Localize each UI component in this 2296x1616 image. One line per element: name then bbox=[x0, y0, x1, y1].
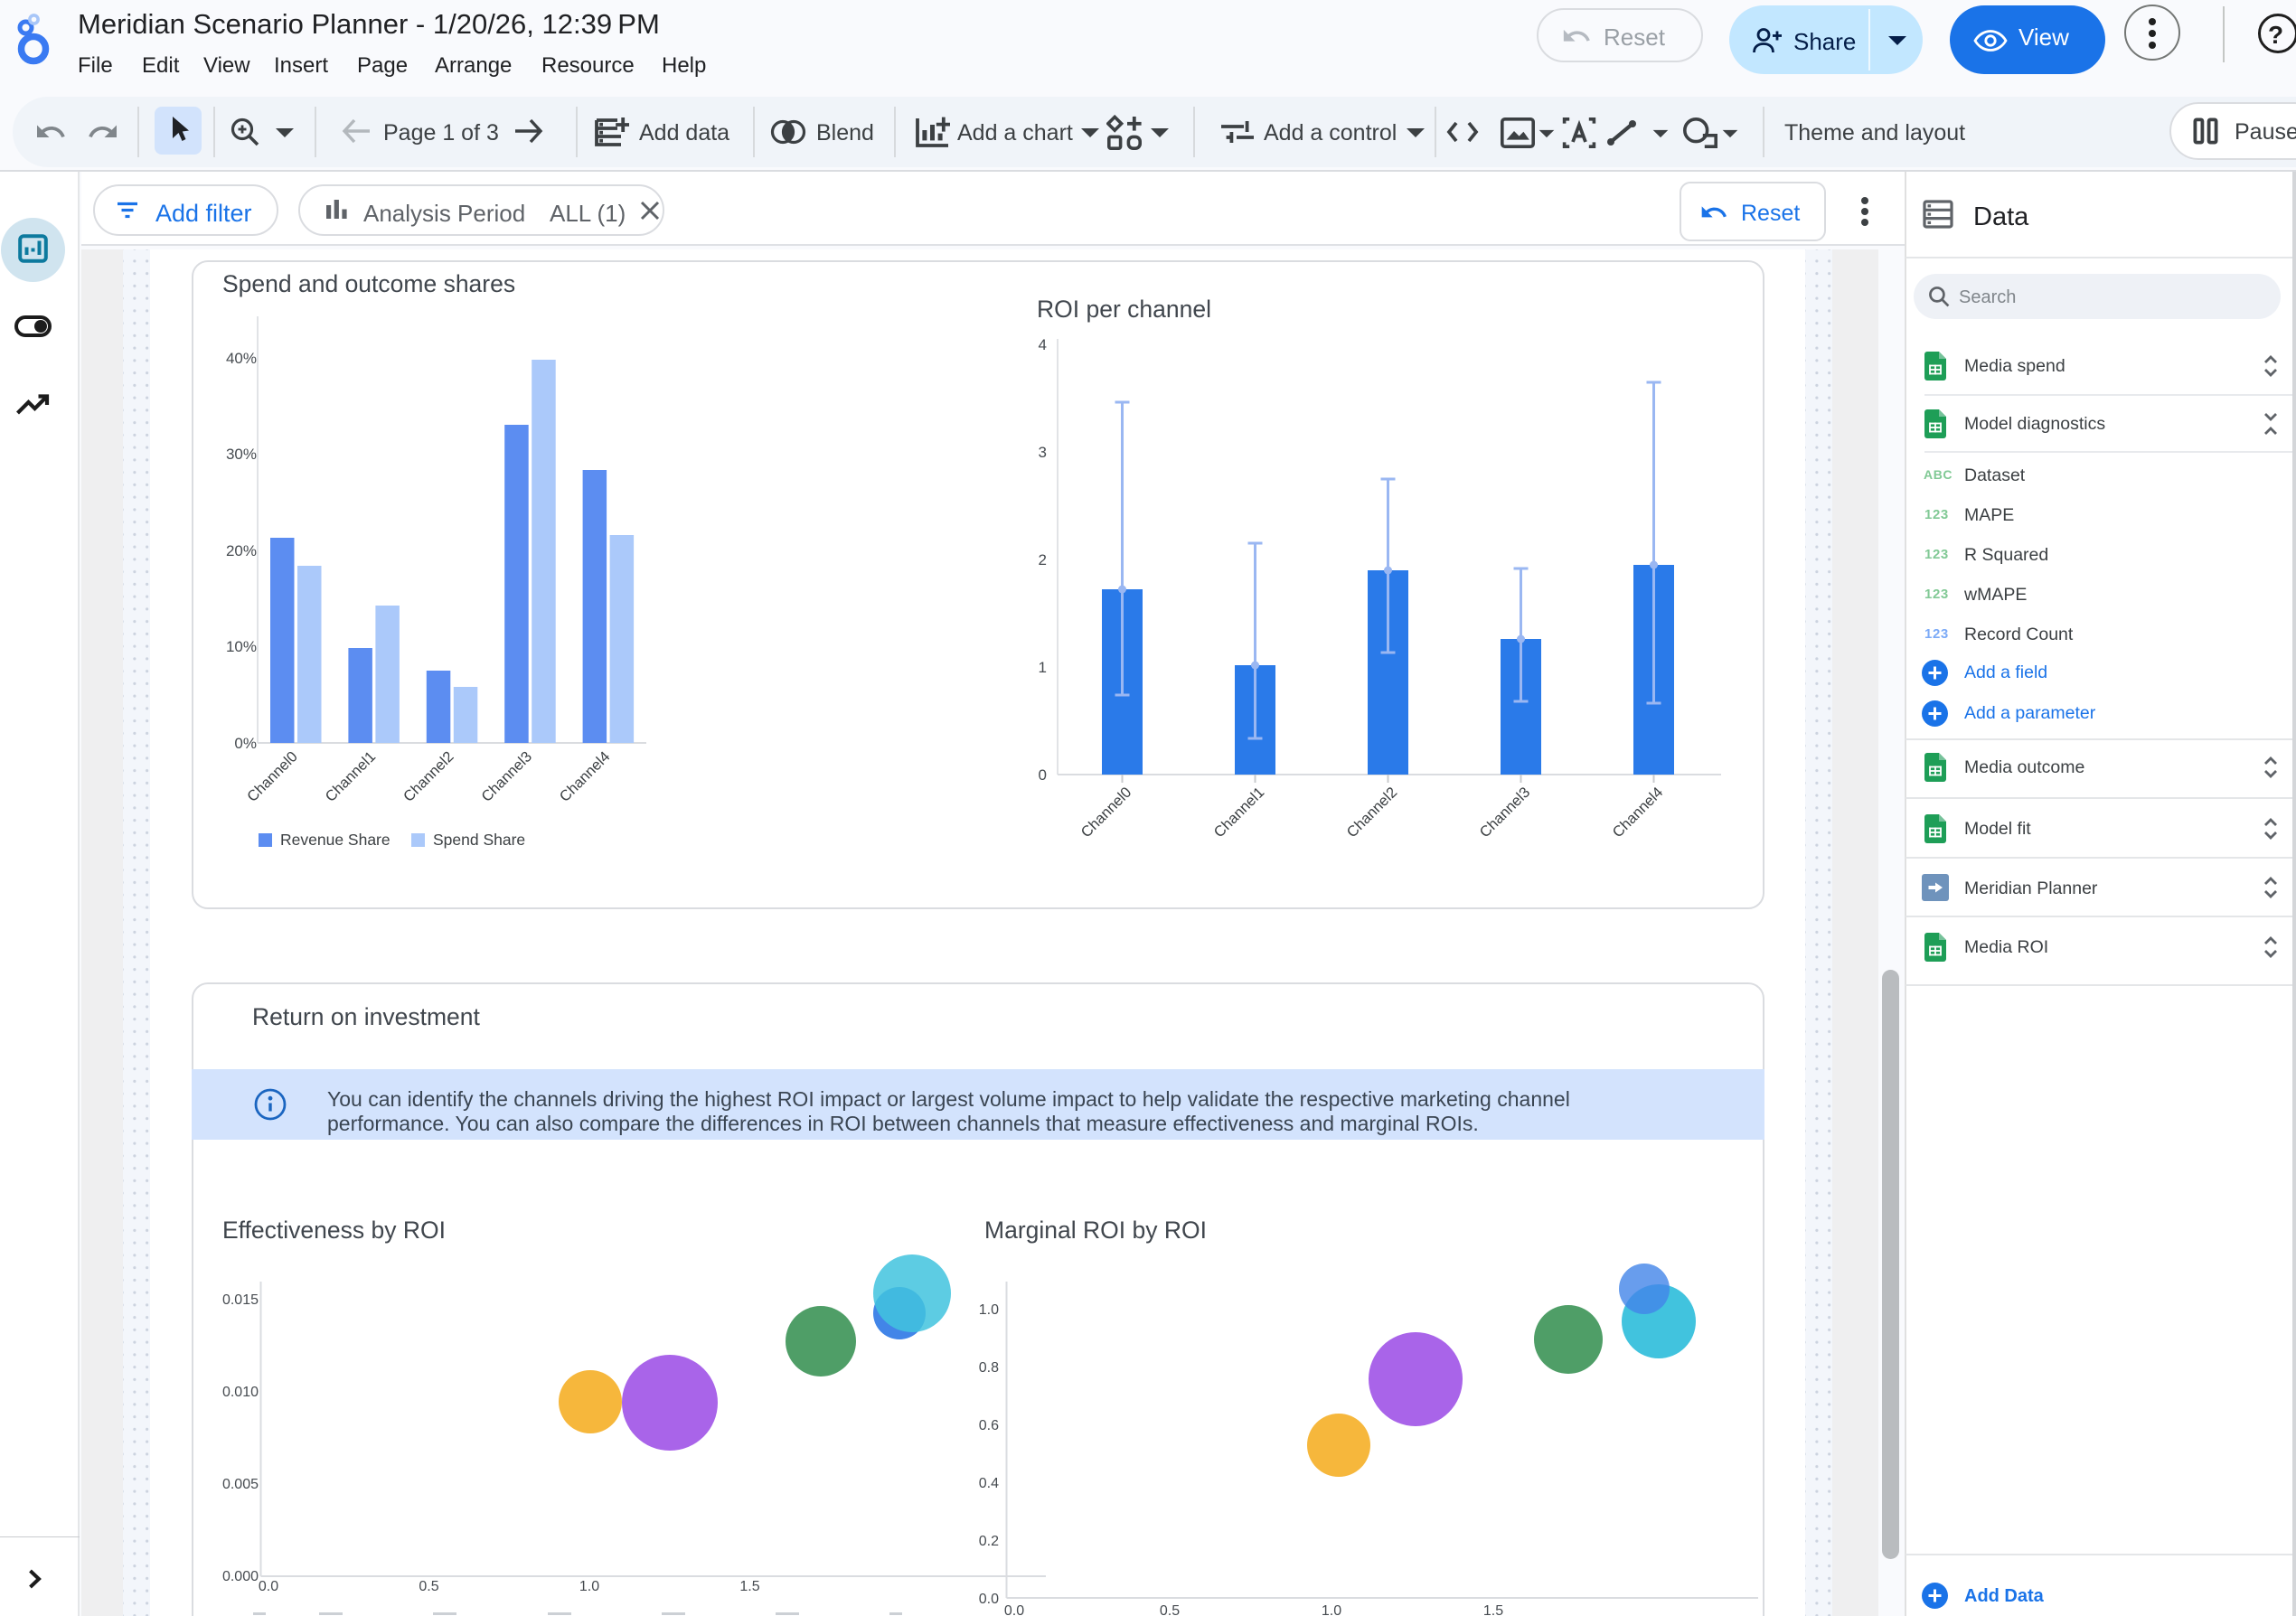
svg-text:Channel3: Channel3 bbox=[1477, 785, 1534, 841]
svg-text:Spend and outcome shares: Spend and outcome shares bbox=[222, 270, 515, 297]
svg-text:Channel0: Channel0 bbox=[1078, 785, 1135, 841]
svg-text:0: 0 bbox=[1039, 766, 1047, 784]
svg-text:1.0: 1.0 bbox=[979, 1302, 999, 1318]
svg-text:1.0: 1.0 bbox=[579, 1579, 599, 1594]
svg-text:0.5: 0.5 bbox=[1160, 1603, 1180, 1616]
svg-text:0.2: 0.2 bbox=[979, 1534, 999, 1549]
svg-text:Return on investment: Return on investment bbox=[252, 1003, 481, 1030]
svg-text:30%: 30% bbox=[226, 446, 257, 463]
svg-text:Channel2: Channel2 bbox=[400, 748, 457, 805]
svg-text:Channel1: Channel1 bbox=[1211, 785, 1268, 841]
svg-text:Channel4: Channel4 bbox=[557, 748, 614, 805]
svg-text:0%: 0% bbox=[234, 735, 257, 752]
svg-text:Marginal ROI by ROI: Marginal ROI by ROI bbox=[984, 1217, 1207, 1244]
svg-text:Channel3: Channel3 bbox=[478, 748, 535, 805]
svg-text:1: 1 bbox=[1039, 659, 1047, 676]
svg-text:0.0: 0.0 bbox=[1004, 1603, 1024, 1616]
svg-text:0.5: 0.5 bbox=[419, 1579, 438, 1594]
svg-text:0.015: 0.015 bbox=[222, 1292, 259, 1308]
svg-text:Spend Share: Spend Share bbox=[433, 831, 525, 849]
svg-text:Effectiveness by ROI: Effectiveness by ROI bbox=[222, 1217, 446, 1244]
svg-text:0.4: 0.4 bbox=[979, 1476, 999, 1491]
svg-text:40%: 40% bbox=[226, 350, 257, 367]
svg-text:Channel1: Channel1 bbox=[323, 748, 380, 805]
svg-text:0.0: 0.0 bbox=[979, 1592, 999, 1607]
svg-text:4: 4 bbox=[1039, 336, 1047, 353]
svg-text:Channel4: Channel4 bbox=[1610, 785, 1667, 841]
svg-text:ROI per channel: ROI per channel bbox=[1037, 296, 1211, 323]
svg-text:1.0: 1.0 bbox=[1322, 1603, 1341, 1616]
svg-text:Channel2: Channel2 bbox=[1344, 785, 1401, 841]
svg-text:0.0: 0.0 bbox=[259, 1579, 278, 1594]
svg-text:20%: 20% bbox=[226, 542, 257, 559]
svg-text:0.6: 0.6 bbox=[979, 1418, 999, 1433]
svg-text:Revenue Share: Revenue Share bbox=[280, 831, 391, 849]
svg-text:0.010: 0.010 bbox=[222, 1385, 259, 1400]
svg-text:2: 2 bbox=[1039, 551, 1047, 568]
svg-text:1.5: 1.5 bbox=[1483, 1603, 1503, 1616]
svg-text:Channel0: Channel0 bbox=[244, 748, 301, 805]
svg-text:3: 3 bbox=[1039, 444, 1047, 461]
svg-text:performance. You can also comp: performance. You can also compare the di… bbox=[327, 1112, 1479, 1135]
svg-text:You can identify the channels: You can identify the channels driving th… bbox=[327, 1087, 1570, 1111]
svg-text:0.000: 0.000 bbox=[222, 1569, 259, 1584]
svg-text:0.005: 0.005 bbox=[222, 1477, 259, 1492]
svg-text:0.8: 0.8 bbox=[979, 1360, 999, 1376]
svg-text:10%: 10% bbox=[226, 638, 257, 655]
svg-text:1.5: 1.5 bbox=[739, 1579, 759, 1594]
